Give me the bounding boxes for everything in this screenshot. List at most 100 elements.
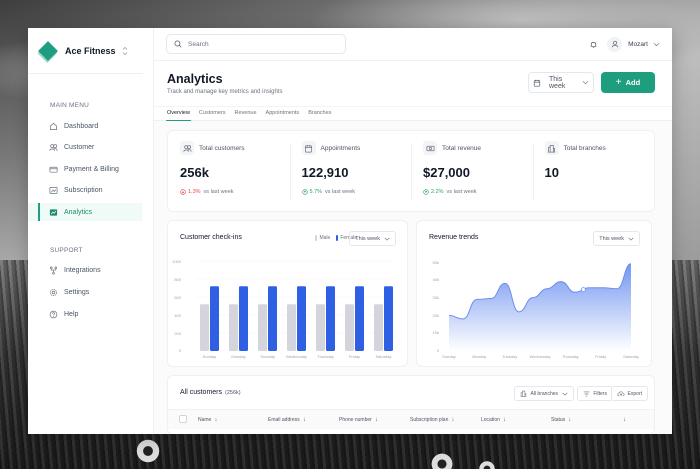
add-label: Add [625, 78, 641, 87]
stat-value: 10 [544, 165, 559, 180]
home-icon [49, 122, 58, 131]
topbar-right: Mozart [589, 36, 660, 52]
revenue-chart-card: Revenue trends This week [416, 220, 652, 367]
svg-text:30k: 30k [433, 295, 439, 300]
cash-icon [423, 141, 437, 155]
sidebar-item-integrations[interactable]: Integrations [28, 262, 142, 280]
sidebar-item-label: Subscription [64, 187, 103, 195]
chart-legend: Male Female [309, 235, 357, 241]
date-range-label: This week [549, 75, 566, 90]
stat-total-customers: Total customers 256k 1.3% vs last week [168, 141, 290, 211]
column-header-location[interactable]: Location ↓ [481, 417, 506, 423]
building-icon [520, 390, 527, 397]
search-input[interactable]: Search [166, 34, 346, 54]
stat-delta-value: 2.2% [431, 189, 444, 195]
svg-text:Friday: Friday [595, 354, 606, 359]
svg-text:400: 400 [174, 313, 181, 318]
page-title: Analytics [167, 72, 223, 86]
main-menu: Dashboard Customer Payment & Billing Sub… [28, 117, 153, 222]
stat-label: Total revenue [442, 144, 482, 152]
tab-appointments[interactable]: Appointments [265, 110, 300, 116]
checkins-range-select[interactable]: This week [349, 231, 396, 246]
sidebar-item-label: Settings [64, 289, 90, 297]
svg-text:0: 0 [179, 348, 182, 353]
add-button[interactable]: + Add [601, 72, 655, 93]
stat-delta-suffix: vs last week [325, 189, 356, 195]
gear-icon [49, 288, 58, 297]
stat-delta-suffix: vs last week [203, 189, 234, 195]
customers-table-card: All customers (256k) All branches Filters… [167, 375, 655, 434]
chevron-updown-icon [122, 46, 128, 56]
sidebar-item-help[interactable]: Help [28, 305, 142, 323]
stat-value: 122,910 [301, 165, 349, 180]
sidebar-item-analytics[interactable]: Analytics [28, 203, 142, 222]
bell-icon[interactable] [589, 40, 598, 49]
sidebar-item-dashboard[interactable]: Dashboard [28, 117, 142, 135]
subscription-icon [49, 186, 58, 195]
table-count: (256k) [225, 390, 241, 396]
analytics-icon [49, 208, 58, 217]
brand-name: Ace Fitness [65, 45, 116, 56]
column-header-subscription[interactable]: Subscription plan ↓ [410, 417, 455, 423]
export-button[interactable]: Export [610, 386, 648, 401]
column-header-email[interactable]: Email address ↓ [268, 417, 306, 423]
revenue-range-select[interactable]: This week [593, 231, 640, 246]
sort-arrow-icon: ↓ [502, 417, 506, 423]
svg-text:20k: 20k [433, 313, 439, 318]
sidebar-item-subscription[interactable]: Subscription [28, 182, 142, 200]
stat-value: $27,000 [423, 165, 470, 180]
chevron-down-icon [582, 80, 589, 85]
tab-revenue[interactable]: Revenue [234, 110, 257, 116]
building-icon [544, 141, 559, 155]
sidebar-item-customer[interactable]: Customer [28, 139, 142, 157]
calendar-icon [301, 141, 316, 155]
stat-label: Total branches [563, 144, 606, 152]
avatar[interactable] [607, 36, 623, 52]
legend-male: Male [315, 235, 330, 241]
column-header-more[interactable]: ↓ [620, 417, 626, 423]
stat-value: 256k [180, 165, 209, 180]
chevron-down-icon[interactable] [653, 42, 660, 47]
revenue-area-chart: 50k 40k 30k 20k 10k 0 Sunday Monday Tuesday Wed… [433, 260, 639, 359]
sidebar-item-payment-billing[interactable]: Payment & Billing [28, 160, 142, 178]
table-header-row: Name ↓ Email address ↓ Phone number ↓ Subsc… [168, 409, 654, 429]
column-header-status[interactable]: Status ↓ [551, 417, 572, 423]
svg-text:Sunday: Sunday [442, 354, 456, 359]
stat-total-branches: Total branches 10 [532, 141, 655, 211]
column-header-phone[interactable]: Phone number ↓ [339, 417, 378, 423]
main-menu-label: MAIN MENU [50, 102, 89, 109]
plus-icon: + [615, 77, 622, 88]
range-label: This week [355, 235, 380, 242]
svg-text:800: 800 [174, 277, 181, 282]
svg-text:Tuesday: Tuesday [502, 354, 517, 359]
svg-text:10k: 10k [433, 330, 439, 335]
user-name[interactable]: Mozart [628, 40, 648, 48]
calendar-icon [533, 79, 541, 87]
search-placeholder: Search [188, 40, 209, 48]
tab-branches[interactable]: Branches [308, 110, 332, 116]
checkins-bar-chart: 1000 800 600 400 200 0 Sunday Monday Tuesday We… [172, 259, 396, 359]
sidebar-item-settings[interactable]: Settings [28, 284, 142, 302]
column-header-name[interactable]: Name ↓ [198, 417, 218, 423]
stat-delta-value: 5.7% [309, 189, 323, 195]
sidebar-item-label: Integrations [64, 267, 101, 275]
tab-customers[interactable]: Customers [198, 110, 226, 116]
svg-text:Tuesday: Tuesday [260, 354, 275, 359]
integrations-icon [49, 266, 58, 275]
tab-overview[interactable]: Overview [166, 107, 191, 121]
select-all-checkbox[interactable] [179, 415, 187, 423]
svg-text:0: 0 [437, 348, 440, 353]
date-range-select[interactable]: This week [528, 72, 594, 93]
sidebar-item-label: Help [64, 310, 79, 318]
tab-bar: Overview Customers Revenue Appointments … [154, 106, 672, 121]
users-icon [180, 141, 194, 155]
chevron-down-icon [628, 237, 634, 241]
chevron-down-icon [562, 392, 568, 396]
filters-button[interactable]: Filters [577, 386, 613, 401]
brand-switcher[interactable]: Ace Fitness [28, 28, 143, 74]
branches-filter-select[interactable]: All branches [514, 386, 574, 401]
support-menu: Integrations Settings Help [28, 262, 153, 323]
app-window: Ace Fitness MAIN MENU Dashboard Customer… [28, 28, 672, 434]
help-icon [49, 310, 58, 319]
filter-icon [583, 391, 590, 397]
